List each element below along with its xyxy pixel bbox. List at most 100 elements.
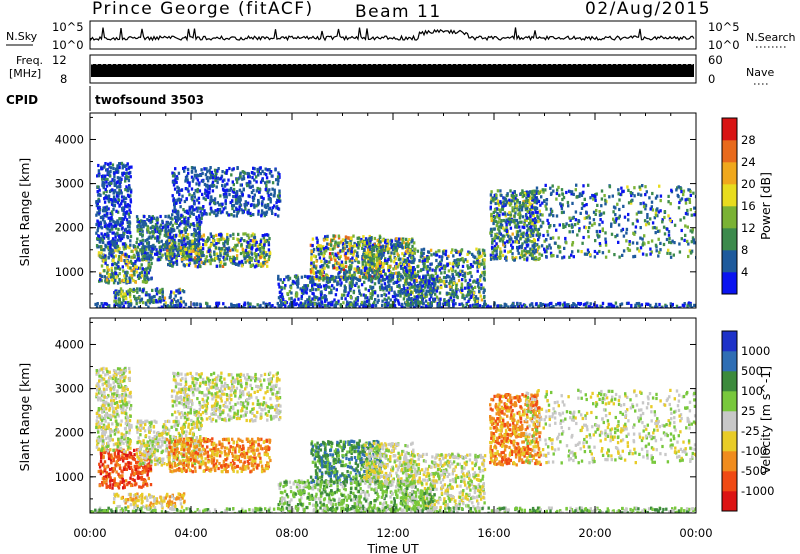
power-cell xyxy=(442,302,445,306)
power-cell xyxy=(186,235,189,240)
power-cell xyxy=(267,197,270,201)
power-cell xyxy=(171,223,174,227)
power-cell xyxy=(386,247,389,251)
power-cell xyxy=(538,232,541,236)
power-cell xyxy=(364,264,367,268)
power-cell xyxy=(534,224,537,228)
power-cell xyxy=(214,171,217,175)
power-cell xyxy=(116,180,119,184)
power-cell xyxy=(136,229,139,233)
power-cell xyxy=(500,304,503,308)
power-cell xyxy=(124,301,127,305)
power-cell xyxy=(360,269,363,273)
power-cell xyxy=(202,238,205,242)
power-cell xyxy=(112,191,115,195)
power-cell xyxy=(133,294,136,299)
power-cell xyxy=(110,266,113,271)
power-cell xyxy=(146,218,149,222)
power-cell xyxy=(402,257,405,261)
power-cell xyxy=(198,229,201,233)
power-cell xyxy=(426,264,429,269)
power-cell xyxy=(95,231,98,235)
power-cell xyxy=(177,242,180,246)
power-cell xyxy=(534,249,537,253)
power-cell xyxy=(159,257,162,261)
power-cell xyxy=(623,215,627,219)
power-cell xyxy=(194,169,197,173)
power-cell xyxy=(489,205,492,209)
power-cell xyxy=(205,167,208,171)
power-cell xyxy=(146,257,150,261)
power-cell xyxy=(466,271,470,276)
power-cell xyxy=(145,268,148,272)
power-cell xyxy=(369,258,373,262)
power-cell xyxy=(365,241,369,245)
power-cell xyxy=(118,235,121,239)
power-cell xyxy=(136,237,139,241)
power-cell xyxy=(492,219,496,223)
power-cell xyxy=(228,188,232,192)
power-cell xyxy=(650,205,653,209)
power-cell xyxy=(117,260,120,264)
power-cell xyxy=(118,250,122,255)
power-cell xyxy=(210,174,214,178)
power-cell xyxy=(475,247,478,251)
power-cell xyxy=(103,164,106,168)
power-cell xyxy=(513,209,516,213)
power-cell xyxy=(326,237,329,242)
power-cell xyxy=(477,281,480,285)
power-cell xyxy=(105,278,109,282)
power-cell xyxy=(505,258,508,262)
power-cell xyxy=(387,242,390,246)
power-cell xyxy=(483,253,487,257)
power-cell xyxy=(190,187,194,191)
power-cell xyxy=(188,214,192,218)
power-cell xyxy=(114,271,117,275)
power-cell xyxy=(635,212,639,216)
power-cell xyxy=(577,307,580,308)
power-cell xyxy=(216,180,219,185)
power-cell xyxy=(563,246,566,250)
power-cell xyxy=(551,184,554,188)
power-cell xyxy=(200,237,203,241)
power-cell xyxy=(125,274,128,278)
power-cell xyxy=(107,233,110,237)
power-cell xyxy=(210,243,213,247)
power-cell xyxy=(689,251,693,255)
power-cell xyxy=(367,262,370,266)
power-cell xyxy=(355,268,358,272)
power-cell xyxy=(406,240,409,244)
power-cell xyxy=(380,270,384,274)
power-cell xyxy=(252,188,255,192)
power-cell xyxy=(216,210,220,214)
power-cell xyxy=(311,275,314,279)
power-cell xyxy=(521,190,524,194)
power-cell xyxy=(584,302,587,306)
power-cell xyxy=(477,286,481,290)
power-cell xyxy=(380,265,383,269)
power-cell xyxy=(409,265,412,270)
power-cell xyxy=(639,202,642,206)
power-cell xyxy=(659,241,662,245)
power-cell xyxy=(176,299,180,303)
power-cell xyxy=(206,170,209,174)
power-cell xyxy=(122,208,125,213)
power-cell xyxy=(186,180,190,184)
power-cell xyxy=(529,203,532,207)
power-cell xyxy=(531,250,535,254)
power-cell xyxy=(193,232,196,236)
power-cell xyxy=(468,297,471,301)
power-cell xyxy=(605,306,609,308)
power-cell xyxy=(226,253,229,257)
power-cell xyxy=(508,210,511,215)
power-cell xyxy=(148,268,152,272)
power-cell xyxy=(229,200,232,205)
power-cell xyxy=(220,237,223,241)
power-cell xyxy=(381,252,384,256)
power-cell xyxy=(236,243,239,247)
power-cell xyxy=(255,204,258,208)
power-cell xyxy=(399,237,402,241)
power-cell xyxy=(130,261,134,265)
power-cell xyxy=(525,216,528,220)
power-cell xyxy=(456,258,460,262)
